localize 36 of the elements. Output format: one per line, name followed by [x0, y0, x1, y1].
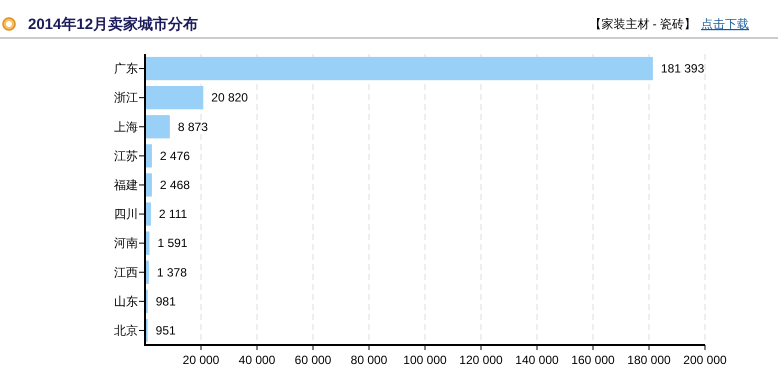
x-tick-label: 60 000 — [294, 353, 332, 367]
y-tick-label: 河南 — [114, 236, 138, 250]
x-tick-label: 100 000 — [403, 353, 448, 367]
data-label: 181 393 — [660, 62, 705, 76]
data-label: 981 — [156, 294, 176, 308]
data-label: 1 378 — [156, 265, 188, 280]
y-tick-label: 福建 — [114, 178, 138, 192]
text: 【家装主材 - 瓷砖】 — [589, 17, 696, 31]
x-tick-label: 20 000 — [182, 353, 220, 367]
text: 点击下载 — [701, 17, 749, 31]
x-tick-label: 160 000 — [571, 353, 616, 367]
x-tick-label: 120 000 — [459, 353, 504, 367]
x-tick-label: 180 000 — [627, 353, 672, 367]
y-tick-label: 山东 — [114, 294, 138, 308]
bar — [145, 56, 653, 80]
x-tick-label: 40 000 — [238, 353, 276, 367]
y-tick-label: 浙江 — [114, 90, 138, 105]
x-tick-label: 80 000 — [350, 353, 388, 367]
y-tick-label: 江苏 — [114, 148, 138, 163]
x-tick-label: 200 000 — [683, 353, 728, 367]
data-label: 951 — [156, 323, 176, 338]
bar — [145, 86, 204, 110]
bar — [145, 115, 170, 138]
data-label: 2 476 — [160, 148, 190, 163]
y-tick-label: 广东 — [114, 62, 138, 76]
x-tick-label: 140 000 — [515, 353, 560, 367]
y-tick-label: 北京 — [114, 323, 138, 338]
data-label: 8 873 — [178, 120, 208, 134]
data-label: 1 591 — [157, 236, 188, 250]
data-label: 20 820 — [211, 90, 248, 105]
y-tick-label: 上海 — [114, 120, 138, 134]
y-tick-label: 江西 — [114, 265, 138, 280]
chart-title: 2014年12月卖家城市分布 — [28, 15, 198, 33]
y-tick-label: 四川 — [114, 207, 138, 222]
data-label: 2 468 — [160, 178, 190, 192]
data-label: 2 111 — [158, 207, 188, 222]
